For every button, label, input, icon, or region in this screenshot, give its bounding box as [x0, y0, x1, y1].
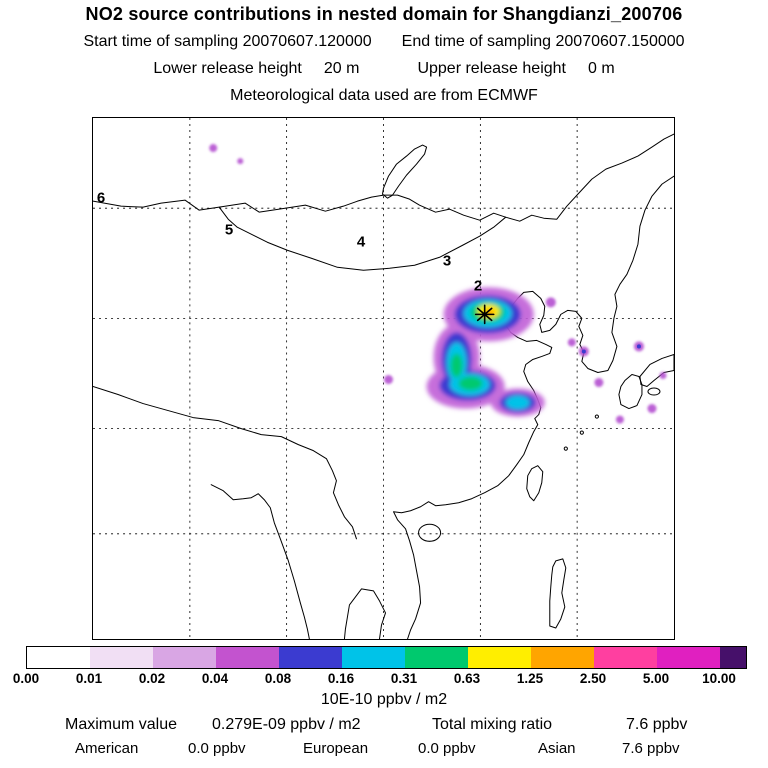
colorbar-tick-label: 0.63	[453, 671, 481, 686]
map-canvas	[93, 118, 674, 639]
colorbar-tick-label: 2.50	[579, 671, 607, 686]
region-american-value: 0.0 ppbv	[188, 740, 246, 757]
colorbar-tick-label: 1.25	[516, 671, 544, 686]
met-data-line: Meteorological data used are from ECMWF	[230, 87, 538, 104]
coastline-bay-of-bengal	[210, 484, 310, 639]
sampling-end-text: End time of sampling 20070607.150000	[401, 33, 685, 50]
colorbar-tick-label: 0.02	[138, 671, 166, 686]
colorbar-segment	[405, 647, 468, 668]
colorbar-segment	[153, 647, 216, 668]
colorbar-tick-label: 0.01	[75, 671, 103, 686]
sampling-times-line: Start time of sampling 20070607.120000 E…	[0, 33, 768, 51]
max-value-label: Maximum value	[65, 716, 178, 733]
lower-release-pair: Lower release height 20 m	[153, 60, 359, 78]
colorbar-tick-label: 0.16	[327, 671, 355, 686]
region-asian-label: Asian	[538, 740, 576, 757]
lake-baikal	[381, 144, 428, 199]
colorbar-segment	[657, 647, 720, 668]
colorbar-tick-label: 10.00	[702, 671, 736, 686]
trajectory-day-marker: 4	[356, 233, 366, 251]
total-mixing-value: 7.6 ppbv	[626, 716, 688, 733]
upper-release-value: 0 m	[588, 60, 615, 77]
colorbar-segment	[216, 647, 279, 668]
colorbar-segment	[720, 647, 746, 668]
upper-release-label: Upper release height	[417, 60, 566, 77]
page-title: NO2 source contributions in nested domai…	[85, 4, 683, 24]
trajectory-day-marker: 5	[224, 221, 234, 239]
map-panel: 6 5 4 3 2	[92, 117, 675, 640]
island-ryukyu-2	[579, 430, 584, 435]
colorbar-segment	[90, 647, 153, 668]
graticule	[93, 118, 674, 639]
colorbar	[26, 646, 747, 669]
upper-release-pair: Upper release height 0 m	[417, 60, 614, 78]
region-american-label: American	[75, 740, 139, 757]
colorbar-tick-label: 0.31	[390, 671, 418, 686]
border-mongolia-china	[218, 206, 507, 271]
colorbar-segment	[594, 647, 657, 668]
island-luzon	[549, 558, 567, 629]
island-kyushu	[618, 373, 643, 410]
colorbar-tick-label: 5.00	[642, 671, 670, 686]
colorbar-unit-label: 10E-10 ppbv / m2	[320, 691, 448, 708]
colorbar-ticks: 0.00 0.01 0.02 0.04 0.08 0.16 0.31 0.63 1.25 2.50…	[13, 671, 745, 687]
island-ryukyu-3	[594, 414, 599, 419]
station-marker-icon	[474, 304, 495, 325]
lower-release-label: Lower release height	[153, 60, 302, 77]
trajectory-day-marker: 2	[473, 277, 483, 295]
colorbar-tick-label: 0.08	[264, 671, 292, 686]
sampling-start-text: Start time of sampling 20070607.120000	[83, 33, 372, 50]
concentration-plume	[426, 287, 545, 417]
island-taiwan	[526, 465, 544, 502]
release-heights-line: Lower release height 20 m Upper release …	[0, 60, 768, 78]
colorbar-segment	[342, 647, 405, 668]
island-ryukyu-1	[563, 446, 568, 451]
colorbar-tick-label: 0.04	[201, 671, 229, 686]
plume-speckle-cores	[581, 344, 641, 354]
colorbar-segment	[468, 647, 531, 668]
lower-release-value: 20 m	[323, 60, 360, 77]
trajectory-day-marker: 3	[442, 252, 452, 270]
trajectory-day-marker: 6	[96, 189, 106, 207]
coastline-gulf-of-thailand	[343, 588, 387, 639]
region-asian-value: 7.6 ppbv	[622, 740, 680, 757]
region-european-value: 0.0 ppbv	[418, 740, 476, 757]
total-mixing-label: Total mixing ratio	[432, 716, 553, 733]
coastline-east-asia	[393, 175, 674, 639]
island-shikoku	[647, 387, 661, 396]
island-honshu	[639, 353, 674, 388]
colorbar-segment	[27, 647, 90, 668]
border-russia-mongolia	[93, 133, 674, 222]
max-value: 0.279E-09 ppbv / m2	[212, 716, 361, 733]
colorbar-segment	[279, 647, 342, 668]
border-himalaya	[93, 386, 357, 540]
island-hainan	[418, 523, 442, 542]
colorbar-segment	[531, 647, 594, 668]
region-european-label: European	[303, 740, 369, 757]
colorbar-tick-label: 0.00	[12, 671, 40, 686]
